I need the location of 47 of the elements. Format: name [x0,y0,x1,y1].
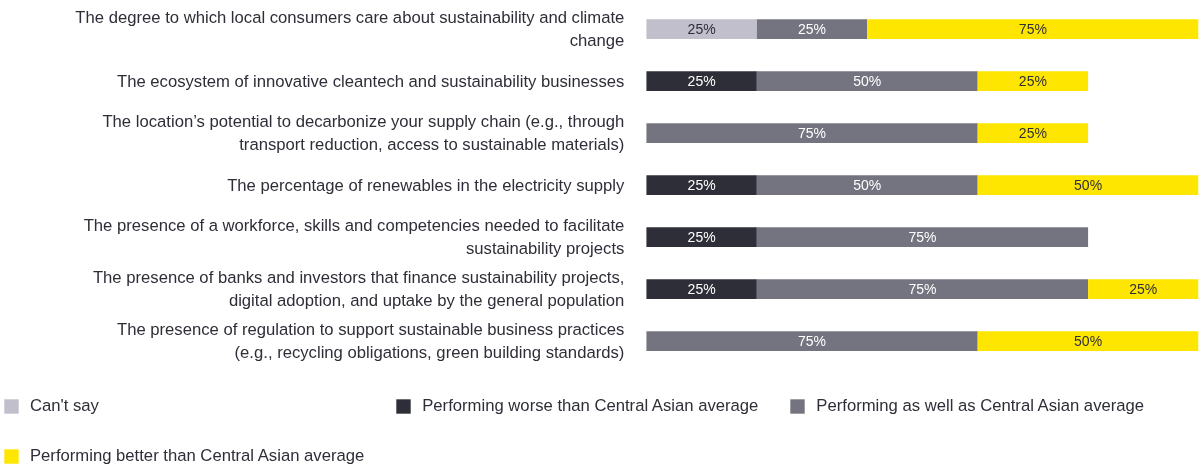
data-label: 25% [687,73,716,90]
data-label: 75% [798,333,827,350]
data-label: 25% [687,281,716,298]
data-label: 75% [908,229,937,246]
bar [646,227,757,247]
y-tick-label: The presence of regulation to support sustainable business practices (e.g., recycling obligations, green building standards) [116,319,625,363]
data-label: 50% [853,177,882,194]
data-label: 75% [908,281,937,298]
bar [756,279,1089,299]
bar [646,175,757,195]
data-label: 50% [1074,177,1103,194]
bar [1088,279,1199,299]
bar [756,71,978,91]
legend-label: Performing better than Central Asian average [30,446,365,466]
data-label: 25% [1018,125,1047,142]
legend-label: Performing worse than Central Asian average [422,396,759,416]
y-tick-label: The degree to which local consumers care about sustainability and climate change [75,7,625,51]
data-label: 25% [1129,281,1158,298]
bar [756,227,1089,247]
legend-label: Can't say [30,396,99,416]
data-label: 25% [687,21,716,38]
bar [977,123,1089,143]
data-label: 25% [1018,73,1047,90]
data-label: 75% [1018,21,1047,38]
bar [977,175,1199,195]
bar [646,123,978,143]
bar [646,279,757,299]
data-label: 25% [687,229,716,246]
bar [646,331,978,351]
bar [756,175,978,195]
y-tick-label: The percentage of renewables in the electricity supply [227,175,626,195]
data-label: 75% [798,125,827,142]
y-tick-label: The ecosystem of innovative cleantech and sustainability businesses [116,71,625,91]
data-label: 50% [1074,333,1103,350]
y-tick-label: The location’s potential to decarbonize your supply chain (e.g., through transport reduction, access to sustainable materials) [102,111,625,155]
data-label: 25% [798,21,827,38]
y-tick-label: The presence of banks and investors that finance sustainability projects, digital adoption, and uptake by the general population [92,267,625,311]
bar [756,19,868,39]
bar [646,19,757,39]
data-label: 50% [853,73,882,90]
bar [977,71,1089,91]
legend-label: Performing as well as Central Asian average [816,396,1145,416]
y-tick-label: The presence of a workforce, skills and competencies needed to facilitate sustainability projects [83,215,625,259]
data-label: 25% [687,177,716,194]
bar [646,71,757,91]
bar [977,331,1199,351]
bar [867,19,1199,39]
